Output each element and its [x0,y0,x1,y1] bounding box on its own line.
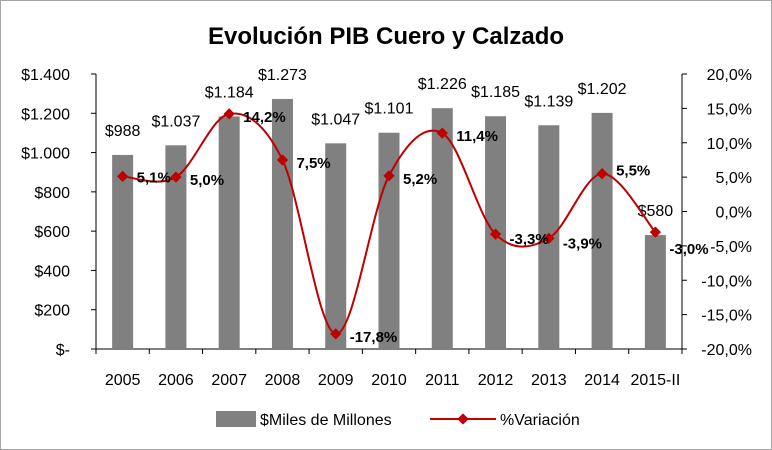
line-series [116,108,662,340]
x-tick-label: 2009 [318,372,354,389]
line-marker [170,171,182,183]
line-data-label: -17,8% [350,329,398,346]
y-right-tick-label: 10,0% [707,136,752,153]
line-data-label: 7,5% [296,155,330,172]
bar-data-label: $1.202 [578,81,627,98]
y-right-tick-label: 15,0% [707,101,752,118]
x-tick-label: 2005 [105,372,141,389]
x-tick-label: 2011 [425,372,460,389]
line-marker [383,170,395,182]
y-left-tick-label: $400 [34,263,70,280]
bar [591,112,613,350]
bar [325,143,347,349]
line-labels: 5,1% 5,0% 14,2% 7,5% -17,8% 5,2% 11,4% -3,3% -3,… [137,109,709,346]
y-left-tick-label: $600 [34,224,70,241]
bar [378,132,400,349]
bar [644,235,666,349]
bar [271,98,293,349]
x-tick-label: 2015-II [630,372,680,389]
axes: $- $200 $400 $600 $800 $1.000 $1.200 $1.400 -20,… [21,67,752,389]
line-marker [436,127,448,139]
y-left-tick-label: $1.000 [21,146,70,163]
y-right-tick-label: 0,0% [716,205,752,222]
bar-series [112,98,666,350]
bar-data-label: $988 [105,123,141,140]
legend-swatch-bars [216,411,256,427]
y-left-tick-label: $1.400 [21,67,70,84]
line-data-label: -3,9% [563,235,602,252]
bar-labels: $988 $1.037 $1.184$1.273 $1.047 $1.101$1.226… [105,67,673,220]
bar-data-label: $1.226 [418,76,467,93]
line-data-label: 5,2% [403,171,437,188]
legend: $Miles de Millones %Variación [216,411,580,429]
line-data-label: 5,1% [137,169,171,186]
legend-label-line: %Variación [500,412,580,429]
x-tick-label: 2013 [531,372,567,389]
y-right-tick-label: 5,0% [716,170,752,187]
y-left-tick-label: $200 [34,303,70,320]
line-data-label: 5,5% [616,163,650,180]
line-data-label: 5,0% [190,172,224,189]
x-tick-label: 2012 [478,372,514,389]
x-tick-label: 2014 [584,372,620,389]
bar [112,154,134,349]
bar-data-label: $1.139 [524,93,573,110]
y-left-tick-label: $- [56,342,70,359]
y-right-tick-label: -20,0% [701,342,752,359]
y-left-tick-label: $1.200 [21,106,70,123]
y-right-tick-label: -5,0% [710,239,752,256]
bar-data-label: $1.037 [151,113,200,130]
legend-marker-line [457,413,469,425]
bar [431,108,453,349]
bar-data-label: $1.184 [205,84,254,101]
line-data-label: 14,2% [243,109,286,126]
y-left-tick-label: $800 [34,185,70,202]
x-tick-label: 2010 [371,372,407,389]
line-marker [543,232,555,244]
bar-data-label: $1.185 [471,84,520,101]
line-marker [649,226,662,238]
line-marker [330,328,342,340]
y-right-tick-label: -15,0% [701,308,752,325]
x-tick-label: 2007 [211,372,247,389]
y-right-tick-label: -10,0% [701,273,752,290]
line-marker [276,154,289,166]
bar-data-label: $1.273 [258,67,307,84]
bar-data-label: $1.101 [365,101,414,118]
bar-data-label: $580 [638,203,674,220]
legend-label-bars: $Miles de Millones [260,412,392,429]
bar [165,145,187,349]
line-data-label: -3,0% [669,241,708,258]
bar [218,116,240,349]
bar-data-label: $1.047 [311,111,360,128]
line-data-label: -3,3% [510,231,549,248]
x-tick-label: 2006 [158,372,194,389]
line-marker [489,228,502,240]
y-right-tick-label: 20,0% [707,67,752,84]
x-tick-label: 2008 [265,372,301,389]
line-marker [596,168,608,180]
chart-title: Evolución PIB Cuero y Calzado [208,23,564,50]
line-data-label: 11,4% [456,128,498,145]
